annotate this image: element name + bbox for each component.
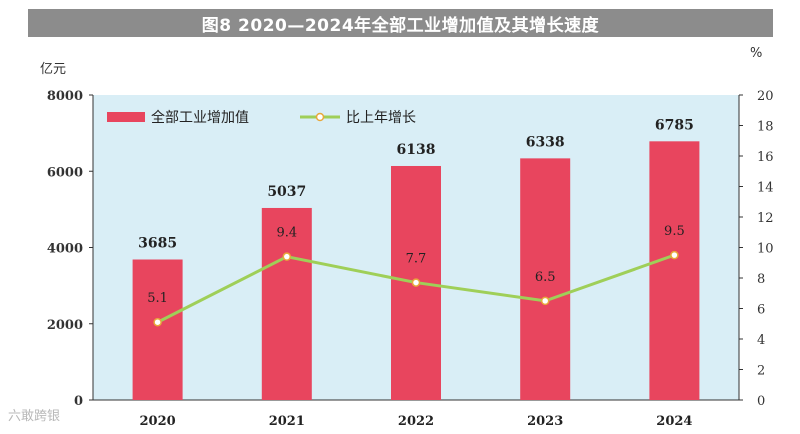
- right-tick-label: 8: [757, 272, 765, 287]
- legend-bar-label: 全部工业增加值: [151, 109, 249, 126]
- growth-point-2021: [282, 252, 292, 261]
- growth-value-label: 5.1: [147, 291, 168, 306]
- growth-point-2020: [153, 317, 162, 327]
- right-tick-label: 0: [757, 394, 765, 409]
- right-tick-label: 14: [757, 181, 774, 196]
- x-tick-label: 2020: [140, 414, 176, 429]
- left-tick-label: 6000: [47, 165, 83, 180]
- chart-title: 图8 2020—2024年全部工业增加值及其增长速度: [201, 15, 600, 36]
- right-tick-label: 4: [757, 333, 765, 348]
- growth-point-2022: [411, 278, 421, 287]
- left-tick-label: 4000: [47, 242, 83, 257]
- left-axis-unit: 亿元: [40, 62, 67, 77]
- growth-value-label: 7.7: [406, 252, 427, 267]
- growth-point-2024: [670, 250, 679, 260]
- x-tick-label: 2021: [269, 414, 305, 429]
- right-tick-label: 12: [757, 211, 774, 226]
- legend-line-label: 比上年增长: [346, 110, 416, 126]
- right-tick-label: 2: [757, 364, 765, 379]
- x-tick-label: 2024: [656, 414, 692, 429]
- right-tick-label: 6: [757, 303, 765, 318]
- left-tick-label: 2000: [47, 318, 83, 333]
- bar-2020: [132, 259, 183, 400]
- right-tick-label: 16: [757, 150, 774, 165]
- bar-2023: [520, 158, 571, 400]
- bar-value-label: 6338: [526, 134, 565, 150]
- watermark: 六敢跨银: [8, 409, 61, 424]
- x-tick-label: 2023: [527, 414, 563, 429]
- growth-value-label: 9.4: [276, 226, 297, 241]
- legend-bar-swatch: [107, 112, 145, 122]
- bar-value-label: 6785: [655, 117, 694, 133]
- bar-value-label: 5037: [267, 184, 306, 200]
- x-tick-label: 2022: [398, 414, 434, 429]
- bar-value-label: 3685: [138, 236, 177, 252]
- growth-value-label: 9.5: [664, 224, 685, 239]
- legend-line-marker: [315, 112, 325, 122]
- left-tick-label: 8000: [47, 89, 83, 104]
- bar-2024: [649, 141, 700, 400]
- bar-value-label: 6138: [397, 142, 436, 158]
- growth-value-label: 6.5: [535, 270, 556, 285]
- right-tick-label: 10: [757, 242, 774, 257]
- growth-point-2023: [540, 296, 550, 306]
- chart-title-bar: 图8 2020—2024年全部工业增加值及其增长速度: [28, 9, 773, 37]
- right-tick-label: 18: [757, 120, 774, 135]
- right-tick-label: 20: [757, 89, 774, 104]
- bar-2021: [261, 207, 312, 400]
- right-axis-unit: %: [750, 46, 763, 61]
- left-tick-label: 0: [74, 394, 83, 409]
